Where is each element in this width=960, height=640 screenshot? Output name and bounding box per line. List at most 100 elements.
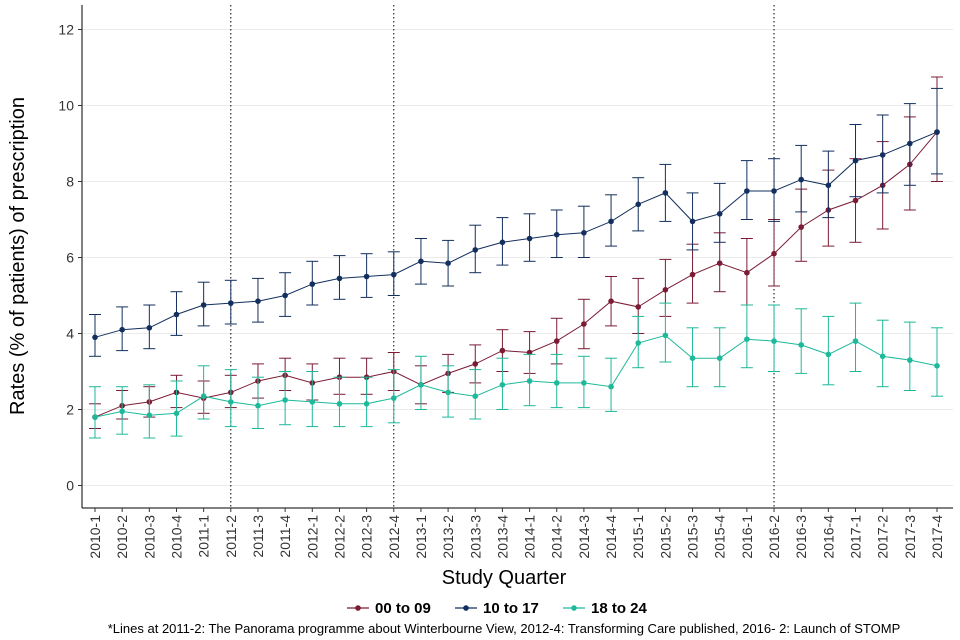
x-tick-label-2015-3: 2015-3 [685,515,701,559]
data-point [635,340,642,346]
data-point [852,197,859,204]
x-tick-label-2016-2: 2016-2 [766,515,782,559]
data-point [200,393,207,400]
data-point [716,260,723,267]
legend-label: 10 to 17 [483,600,539,617]
y-tick-label-4: 4 [66,326,74,342]
data-point [635,201,642,208]
x-tick-label-2015-1: 2015-1 [630,515,646,559]
x-tick-label-2016-3: 2016-3 [793,515,809,559]
data-point [716,355,723,362]
data-point [92,414,98,420]
data-point [418,258,424,265]
data-point [499,382,506,388]
data-point [309,281,316,287]
data-point [662,287,669,293]
x-tick-label-2011-4: 2011-4 [277,515,293,558]
data-point [472,361,479,367]
legend-key-point [355,605,361,611]
series-18-to-24 [89,302,943,439]
y-tick-label-12: 12 [58,22,74,38]
data-point [825,182,832,189]
data-point [336,401,343,407]
data-point [472,247,479,253]
data-point [689,218,696,225]
data-point [934,129,940,135]
data-point [119,408,125,415]
data-point [255,402,261,409]
data-point [852,338,859,344]
legend-label: 18 to 24 [591,600,648,617]
x-tick-label-2017-4: 2017-4 [929,515,945,559]
x-axis-ticks: 2010-1 2010-2 2010-3 2010-4 2011-1 2011-2 2011… [87,508,945,559]
legend-item-00-to-09: 00 to 09 [347,600,431,617]
data-point [526,235,533,242]
data-point [553,231,560,238]
data-point [499,239,506,246]
data-point [363,401,370,407]
x-tick-label-2017-3: 2017-3 [902,515,918,559]
data-point [418,382,424,388]
x-tick-label-2015-2: 2015-2 [657,515,673,559]
x-tick-label-2012-3: 2012-3 [359,515,375,559]
x-tick-label-2013-2: 2013-2 [440,515,456,559]
data-point [92,334,98,341]
x-tick-label-2016-4: 2016-4 [820,515,836,559]
x-tick-label-2012-2: 2012-2 [331,515,347,559]
legend-key-point [571,605,577,611]
data-point [771,338,777,344]
data-point [662,190,669,196]
x-tick-label-2014-2: 2014-2 [549,515,565,559]
chart-caption: *Lines at 2011-2: The Panorama programme… [108,621,901,636]
data-point [879,152,886,158]
data-point [445,389,451,396]
data-point [336,275,343,282]
data-point [744,188,750,194]
data-point [907,140,913,147]
x-tick-label-2010-3: 2010-3 [141,515,157,559]
x-tick-label-2010-4: 2010-4 [168,515,184,559]
data-point [390,271,397,278]
data-point [200,302,207,308]
data-point [798,224,804,230]
y-tick-label-8: 8 [66,174,74,190]
data-point [744,336,750,343]
data-point [363,273,370,280]
x-tick-label-2012-4: 2012-4 [386,515,402,559]
x-axis-title: Study Quarter [442,567,567,589]
data-point [228,300,234,306]
x-tick-label-2013-1: 2013-1 [413,515,429,559]
data-point [825,351,832,358]
data-point [581,321,587,327]
legend-item-10-to-17: 10 to 17 [455,600,539,617]
x-tick-label-2010-1: 2010-1 [87,515,103,559]
data-point [771,188,777,194]
legend-item-18-to-24: 18 to 24 [563,600,648,617]
series-line [94,131,938,418]
data-point [282,397,288,403]
x-tick-label-2013-4: 2013-4 [494,515,510,559]
x-tick-label-2017-1: 2017-1 [848,515,864,559]
data-point [771,250,777,257]
data-point [390,395,397,401]
data-point [608,298,614,305]
y-tick-label-0: 0 [66,478,74,494]
data-point [173,311,180,318]
data-point [553,380,560,386]
series-00-to-09 [89,76,943,429]
legend-key-point [463,605,469,611]
x-tick-label-2014-3: 2014-3 [576,515,592,559]
series-line [94,131,938,338]
data-point [608,218,614,225]
x-tick-label-2011-3: 2011-3 [250,515,266,558]
x-tick-label-2011-1: 2011-1 [196,515,212,558]
data-point [934,363,940,369]
y-tick-label-6: 6 [66,250,74,266]
data-point [581,380,587,386]
data-point [798,342,804,348]
data-point [852,157,859,164]
data-point [581,230,587,236]
data-point [608,383,614,390]
data-point [744,269,750,276]
